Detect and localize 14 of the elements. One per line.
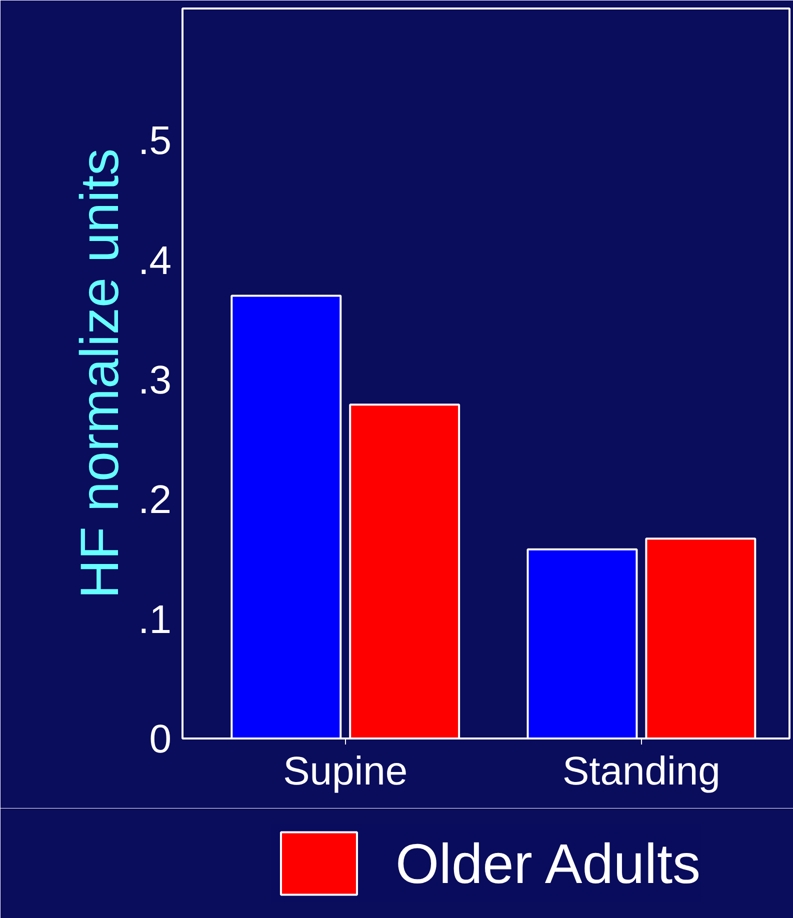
bar bbox=[230, 294, 342, 738]
bar bbox=[645, 538, 756, 738]
legend-label: Older Adults bbox=[395, 830, 701, 896]
y-tick-label: 0 bbox=[149, 718, 172, 762]
y-tick-label: .3 bbox=[138, 358, 172, 402]
y-tick-label: .4 bbox=[138, 238, 172, 283]
y-axis-title: HF normalize units bbox=[70, 148, 130, 599]
y-tick-label: .2 bbox=[138, 478, 172, 522]
x-tick-label: Standing bbox=[562, 750, 720, 794]
x-tick-label: Supine bbox=[283, 750, 408, 794]
y-tick-label: .5 bbox=[138, 119, 172, 164]
y-tick-label: .1 bbox=[138, 598, 172, 642]
bar bbox=[526, 548, 638, 738]
bar bbox=[349, 404, 460, 738]
